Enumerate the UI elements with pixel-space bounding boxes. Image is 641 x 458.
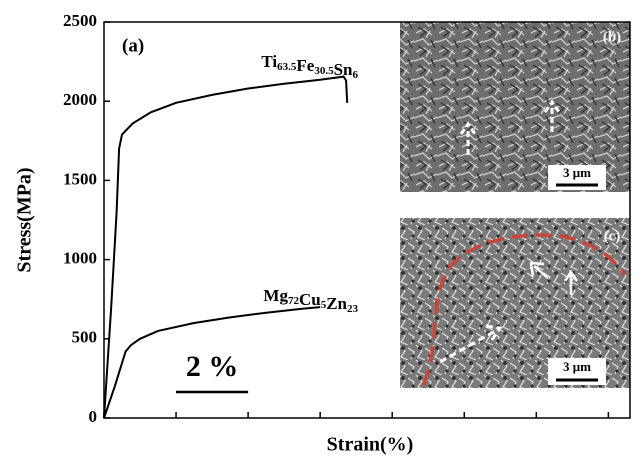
y-tick-label: 1500 <box>63 169 97 188</box>
panel-label: (a) <box>122 35 144 56</box>
y-axis-label: Stress(MPa) <box>14 167 36 272</box>
inset-label: (b) <box>603 29 621 45</box>
y-tick-label: 1000 <box>63 249 97 268</box>
scale-bar-label: 2 % <box>186 350 239 383</box>
y-tick-label: 2500 <box>63 11 97 30</box>
inset-c: 3 μm (c) <box>400 218 630 388</box>
inset-scale-label: 3 μm <box>563 165 591 180</box>
inset-scale-label: 3 μm <box>563 359 591 374</box>
x-axis-label: Strain(%) <box>327 434 414 456</box>
chart: 3 μm (b) 3 μm (c) (a) Strain(%) Stress(M… <box>0 0 641 458</box>
inset-b: 3 μm (b) <box>400 22 630 192</box>
series-label: Ti63.5Fe30.5Sn6 <box>261 52 358 81</box>
y-tick-label: 0 <box>89 407 98 426</box>
y-tick-label: 2000 <box>63 90 97 109</box>
inset-label: (c) <box>604 228 621 244</box>
series-label: Mg72Cu5Zn23 <box>263 286 358 315</box>
y-tick-label: 500 <box>72 328 98 347</box>
